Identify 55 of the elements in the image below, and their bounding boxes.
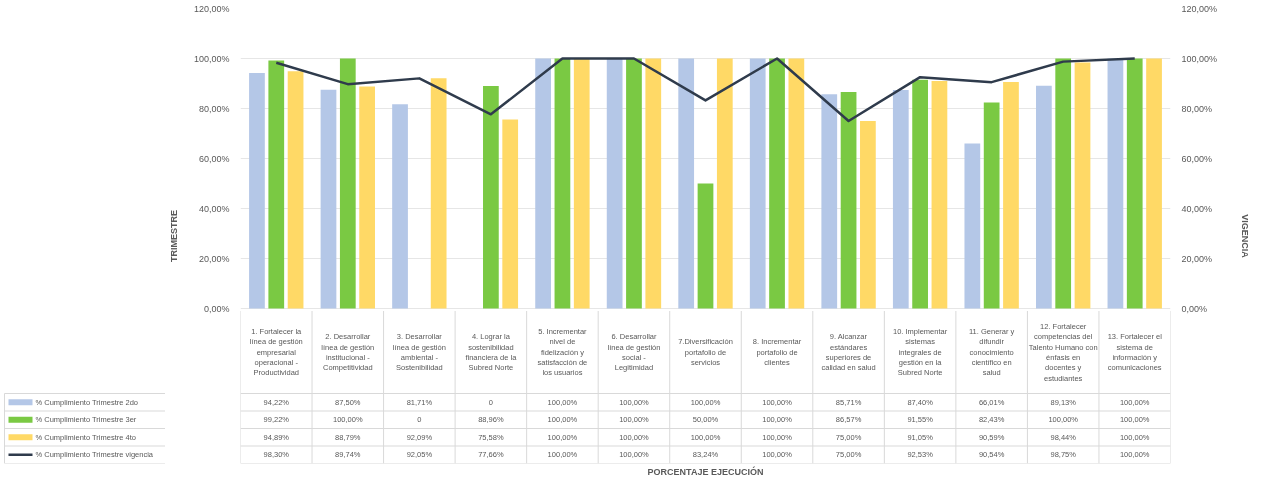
bar — [430, 78, 447, 309]
y2-tick-label: 120,00% — [1181, 3, 1218, 14]
y-tick-label: 120,00% — [193, 3, 230, 14]
bar — [1036, 85, 1052, 309]
bar — [840, 92, 857, 309]
y2-tick-label: 80,00% — [1181, 103, 1213, 114]
bar — [716, 58, 733, 309]
bar — [983, 102, 1000, 309]
y2-tick-label: 100,00% — [1181, 53, 1218, 64]
y2-axis-title: VIGENCIA — [1240, 214, 1251, 259]
bar — [320, 89, 337, 309]
y2-tick-label: 0,00% — [1181, 303, 1208, 314]
bar — [249, 72, 265, 309]
y-tick-label: 100,00% — [193, 53, 230, 64]
bar — [606, 58, 623, 309]
y-tick-label: 40,00% — [198, 203, 230, 214]
bar — [502, 119, 519, 309]
bar — [573, 58, 590, 309]
bar — [1003, 82, 1019, 309]
bar — [1126, 58, 1143, 309]
y2-tick-label: 60,00% — [1181, 153, 1213, 164]
bar — [860, 121, 876, 309]
bar — [392, 104, 408, 309]
bar — [339, 58, 356, 309]
bar — [749, 58, 766, 309]
y2-tick-label: 20,00% — [1181, 253, 1213, 264]
y-tick-label: 80,00% — [198, 103, 230, 114]
y2-tick-label: 40,00% — [1181, 203, 1213, 214]
bar — [892, 90, 909, 309]
bar — [1107, 58, 1124, 309]
bar — [1146, 58, 1162, 309]
bar — [788, 58, 805, 309]
bar — [268, 60, 285, 309]
line-series — [275, 57, 1136, 123]
bar — [554, 58, 571, 309]
bar — [483, 86, 499, 309]
y-tick-label: 60,00% — [198, 153, 230, 164]
bar — [912, 79, 928, 309]
y-axis-title: TRIMESTRE — [168, 209, 179, 262]
bar — [359, 86, 375, 309]
bar — [678, 58, 695, 309]
y-tick-label: 20,00% — [198, 253, 230, 264]
bar — [645, 58, 662, 309]
bar — [769, 58, 785, 309]
bar — [964, 143, 981, 309]
y-tick-label: 0,00% — [203, 303, 230, 314]
bar — [287, 71, 304, 309]
bar — [626, 58, 642, 309]
bar — [535, 58, 551, 309]
bar — [931, 80, 948, 309]
bar — [821, 94, 838, 309]
bar — [697, 183, 714, 309]
bar — [1055, 58, 1072, 309]
bar — [1074, 62, 1091, 309]
text: PORCENTAJE EJECUCIÓN — [647, 465, 764, 477]
